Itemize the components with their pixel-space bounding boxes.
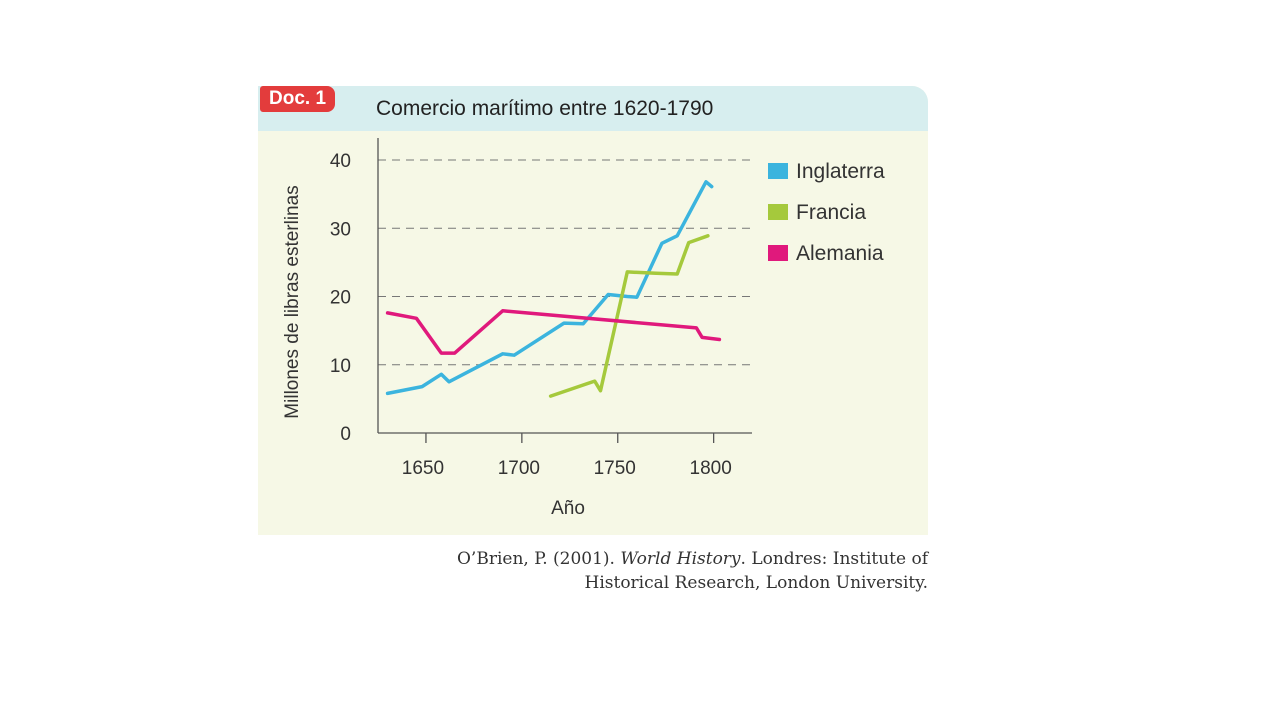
legend-label-francia: Francia [796,201,866,224]
y-tick-label-20: 20 [330,288,351,309]
y-tick-label-0: 0 [340,424,351,445]
y-tick-label-40: 40 [330,151,351,172]
source-citation: O’Brien, P. (2001). World History. Londr… [330,547,928,595]
chart-title: Comercio marítimo entre 1620-1790 [376,97,714,120]
citation-authors: O’Brien, P. (2001). [456,549,621,569]
doc-badge: Doc. 1 [260,86,336,112]
citation-publisher: . Londres: Institute of [740,549,928,569]
legend-swatch-inglaterra [768,163,788,179]
citation-line-2: Historical Research, London University. [584,573,929,593]
series-line-alemania [385,309,722,355]
y-tick-label-30: 30 [330,219,351,240]
citation-work-title: World History [620,549,741,569]
x-tick-label-1750: 1750 [594,458,636,479]
x-tick-label-1650: 1650 [402,458,444,479]
y-tick-label-10: 10 [330,356,351,377]
legend-swatch-alemania [768,245,788,261]
y-axis-title: Millones de libras esterlinas [282,185,303,418]
x-axis-title: Año [551,498,585,519]
citation-line-1: O’Brien, P. (2001). World History. Londr… [330,547,928,571]
x-tick-label-1700: 1700 [498,458,540,479]
legend-swatch-francia [768,204,788,220]
card-header [258,86,928,131]
legend-label-inglaterra: Inglaterra [796,160,885,183]
x-tick-label-1800: 1800 [690,458,732,479]
series-line-francia [548,234,710,398]
line-chart: 0 10 20 30 40 1650 1700 1750 1800 Año Millones de … [282,138,885,519]
series-line-inglaterra [385,180,714,396]
legend-label-alemania: Alemania [796,242,884,265]
document-card: Doc. 1 Comercio marítimo entre 1620-1790… [258,86,928,535]
